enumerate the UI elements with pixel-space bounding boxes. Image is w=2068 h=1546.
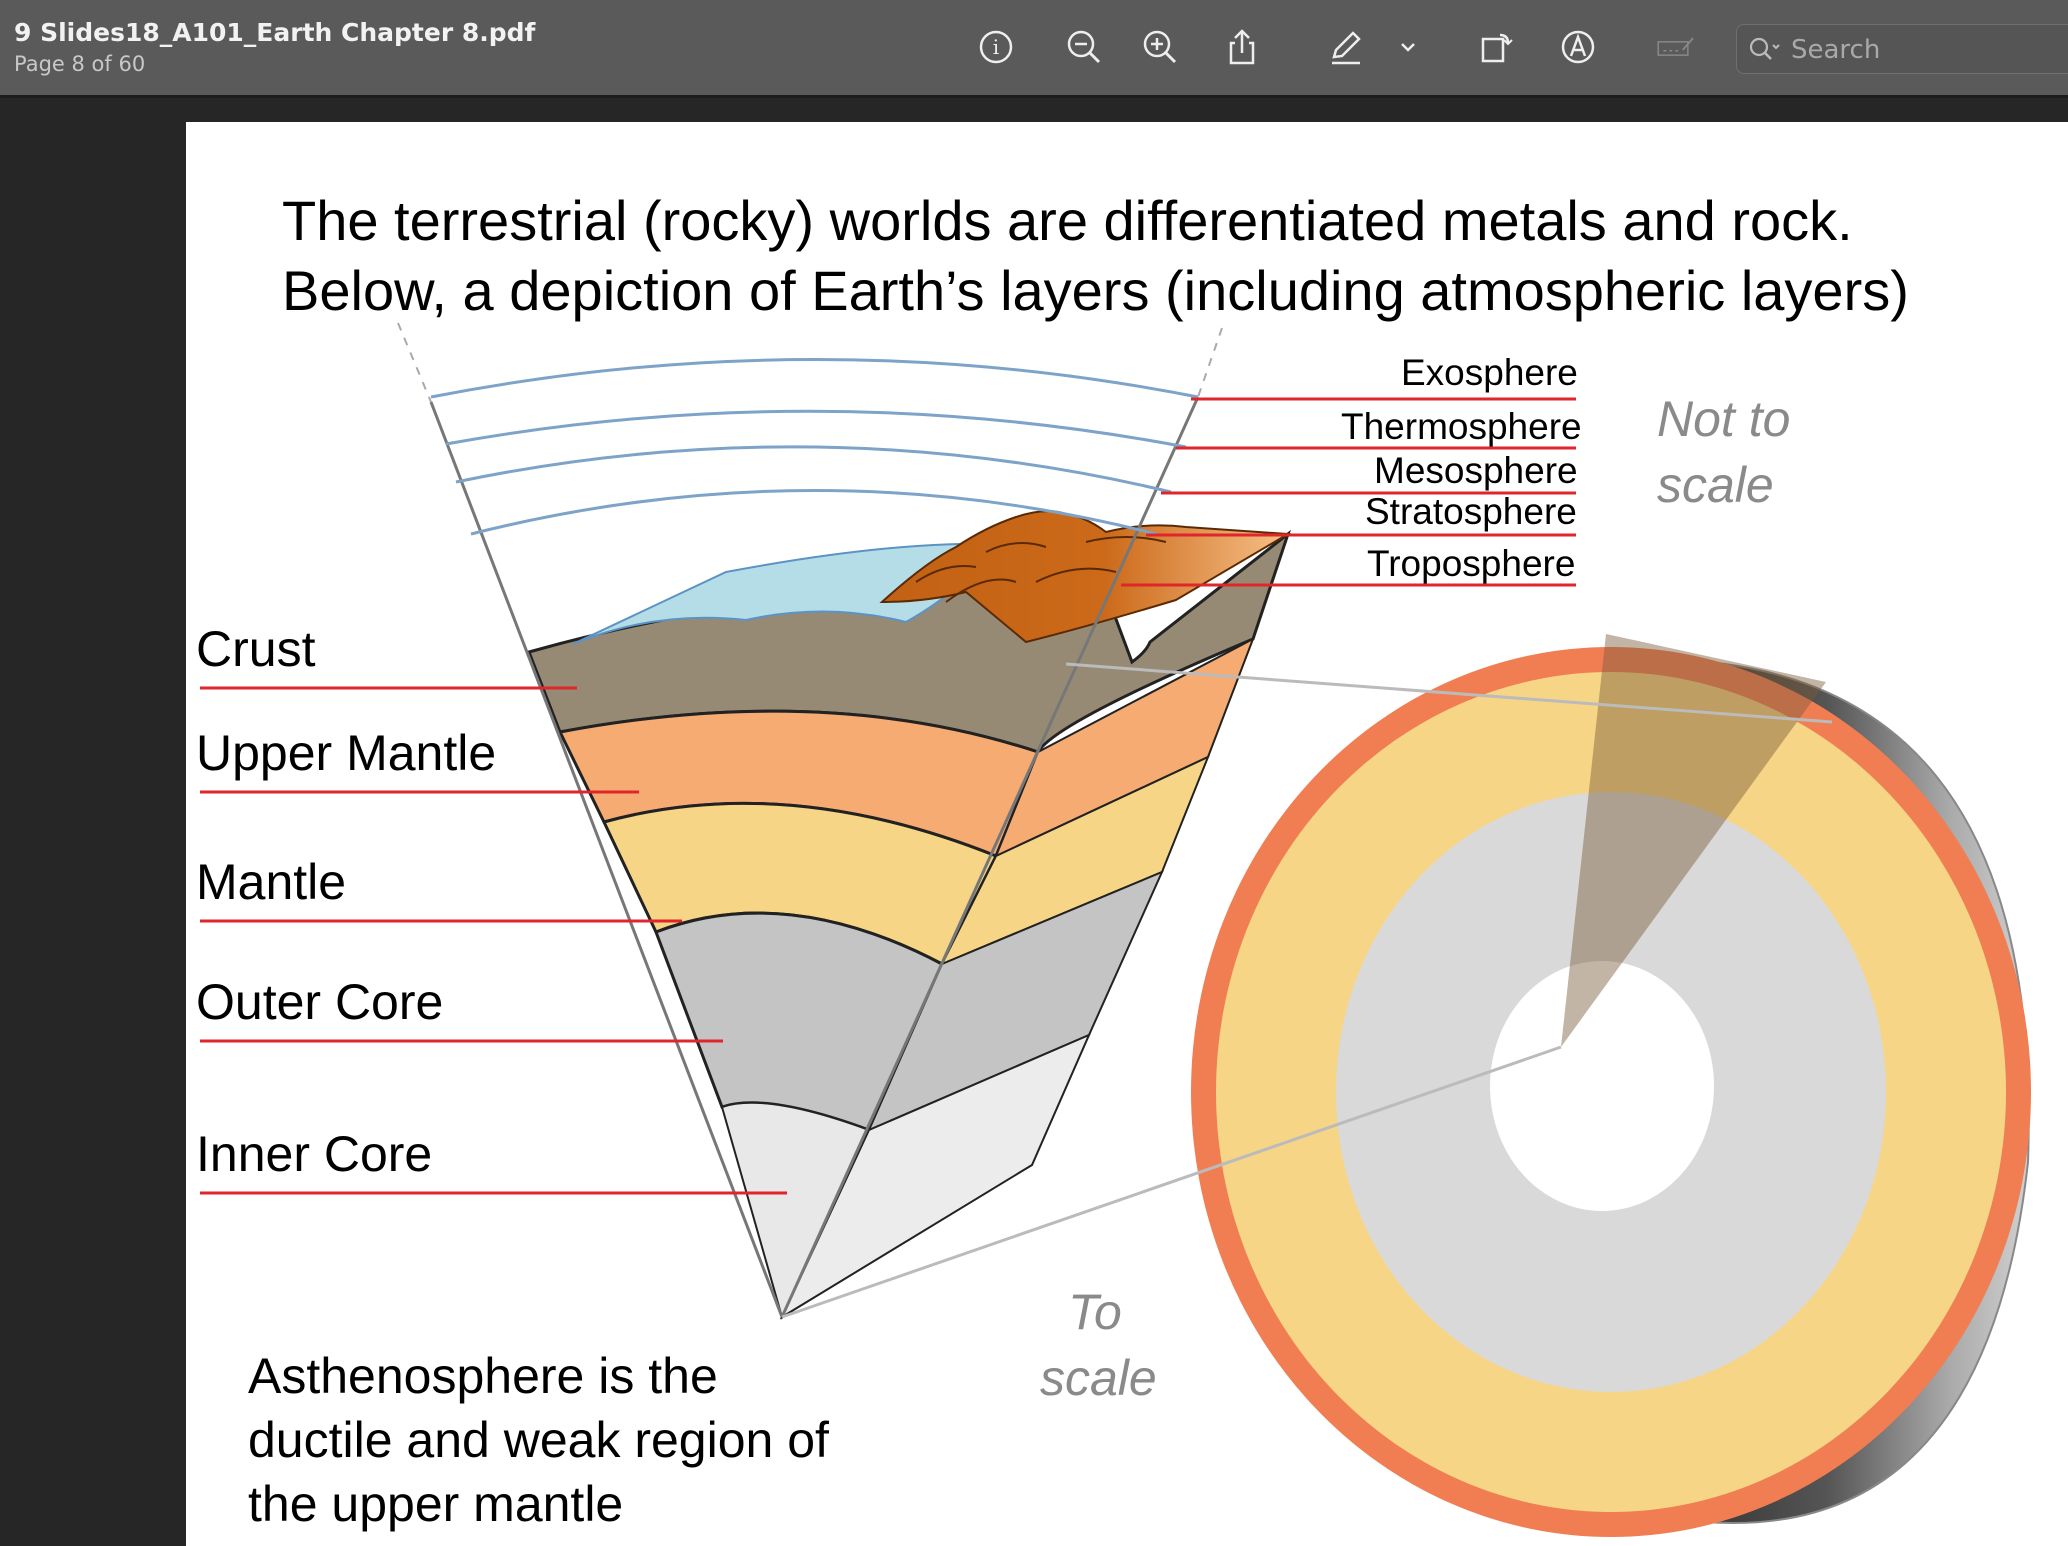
label-inner-core: Inner Core (196, 1126, 433, 1182)
page-indicator: Page 8 of 60 (14, 52, 146, 76)
label-upper-mantle: Upper Mantle (196, 725, 497, 781)
svg-text:i: i (993, 35, 999, 59)
signature-icon (1657, 37, 1694, 56)
zoom-out-icon (1067, 30, 1101, 64)
document-title: 9 Slides18_A101_Earth Chapter 8.pdf (14, 18, 536, 47)
share-icon (1229, 29, 1255, 65)
cone-edge-left (429, 401, 784, 1318)
label-outer-core: Outer Core (196, 974, 444, 1030)
info-button[interactable]: i (973, 24, 1019, 70)
pdf-page: The terrestrial (rocky) worlds are diffe… (186, 122, 2068, 1546)
label-thermosphere: Thermosphere (1341, 406, 1582, 447)
signature-button[interactable] (1649, 24, 1703, 70)
stratosphere-arc (470, 489, 1157, 536)
markup-pen-icon (1332, 31, 1361, 65)
atmosphere-guide-line-right (1197, 327, 1223, 398)
search-icon (1749, 37, 1780, 60)
zoom-in-icon (1143, 30, 1177, 64)
annotate-button[interactable] (1555, 24, 1601, 70)
not-to-scale-line-1: Not to (1657, 391, 1791, 447)
label-mantle: Mantle (196, 854, 347, 910)
window-titlebar: 9 Slides18_A101_Earth Chapter 8.pdf Page… (0, 0, 2068, 98)
globe-inner-core (1490, 961, 1714, 1211)
markup-button[interactable] (1323, 24, 1369, 70)
cone-edge-right (780, 396, 1200, 1318)
label-exosphere: Exosphere (1401, 352, 1578, 393)
caption-line-3: the upper mantle (248, 1476, 624, 1532)
mountain-ridges (915, 536, 1167, 603)
label-troposphere: Troposphere (1367, 543, 1576, 584)
share-button[interactable] (1219, 24, 1265, 70)
slide-title-line-2: Below, a depiction of Earth’s layers (in… (282, 259, 1909, 322)
caption-line-2: ductile and weak region of (248, 1412, 829, 1468)
mesosphere-arc (455, 445, 1172, 494)
to-scale-line-1: To (1068, 1284, 1122, 1340)
slide-title-line-1: The terrestrial (rocky) worlds are diffe… (282, 189, 1853, 252)
markup-menu-button[interactable] (1393, 24, 1423, 70)
earth-layers-diagram (200, 322, 2031, 1537)
not-to-scale-note: Not to scale (1657, 386, 1790, 518)
search-input[interactable] (1791, 33, 2061, 67)
not-to-scale-line-2: scale (1657, 457, 1774, 513)
annotate-icon (1561, 30, 1595, 64)
zoom-in-button[interactable] (1137, 24, 1183, 70)
thermosphere-arc (445, 409, 1187, 449)
caption-line-1: Asthenosphere is the (248, 1348, 718, 1404)
connector-line-bottom (781, 1045, 1562, 1319)
zoom-out-button[interactable] (1061, 24, 1107, 70)
chevron-down-icon (1401, 43, 1415, 52)
ocean (572, 542, 990, 645)
search-field[interactable] (1736, 24, 2068, 74)
sidebar (0, 98, 184, 1546)
exosphere-arc (430, 358, 1199, 399)
globe-wedge-highlight (1561, 634, 1826, 1047)
label-stratosphere: Stratosphere (1365, 491, 1577, 532)
asthenosphere-caption: Asthenosphere is the ductile and weak re… (248, 1344, 829, 1536)
atmosphere-guide-line-left (397, 322, 432, 403)
rotate-icon (1481, 33, 1513, 63)
label-mesosphere: Mesosphere (1374, 450, 1578, 491)
label-crust: Crust (196, 621, 316, 677)
info-icon: i (979, 30, 1013, 64)
connector-line-top (1065, 662, 1833, 724)
mountain-range (879, 510, 1292, 644)
to-scale-line-2: scale (1040, 1350, 1157, 1406)
slide-title: The terrestrial (rocky) worlds are diffe… (282, 186, 1909, 326)
to-scale-note: To scale (1040, 1279, 1157, 1411)
rotate-button[interactable] (1473, 24, 1519, 70)
